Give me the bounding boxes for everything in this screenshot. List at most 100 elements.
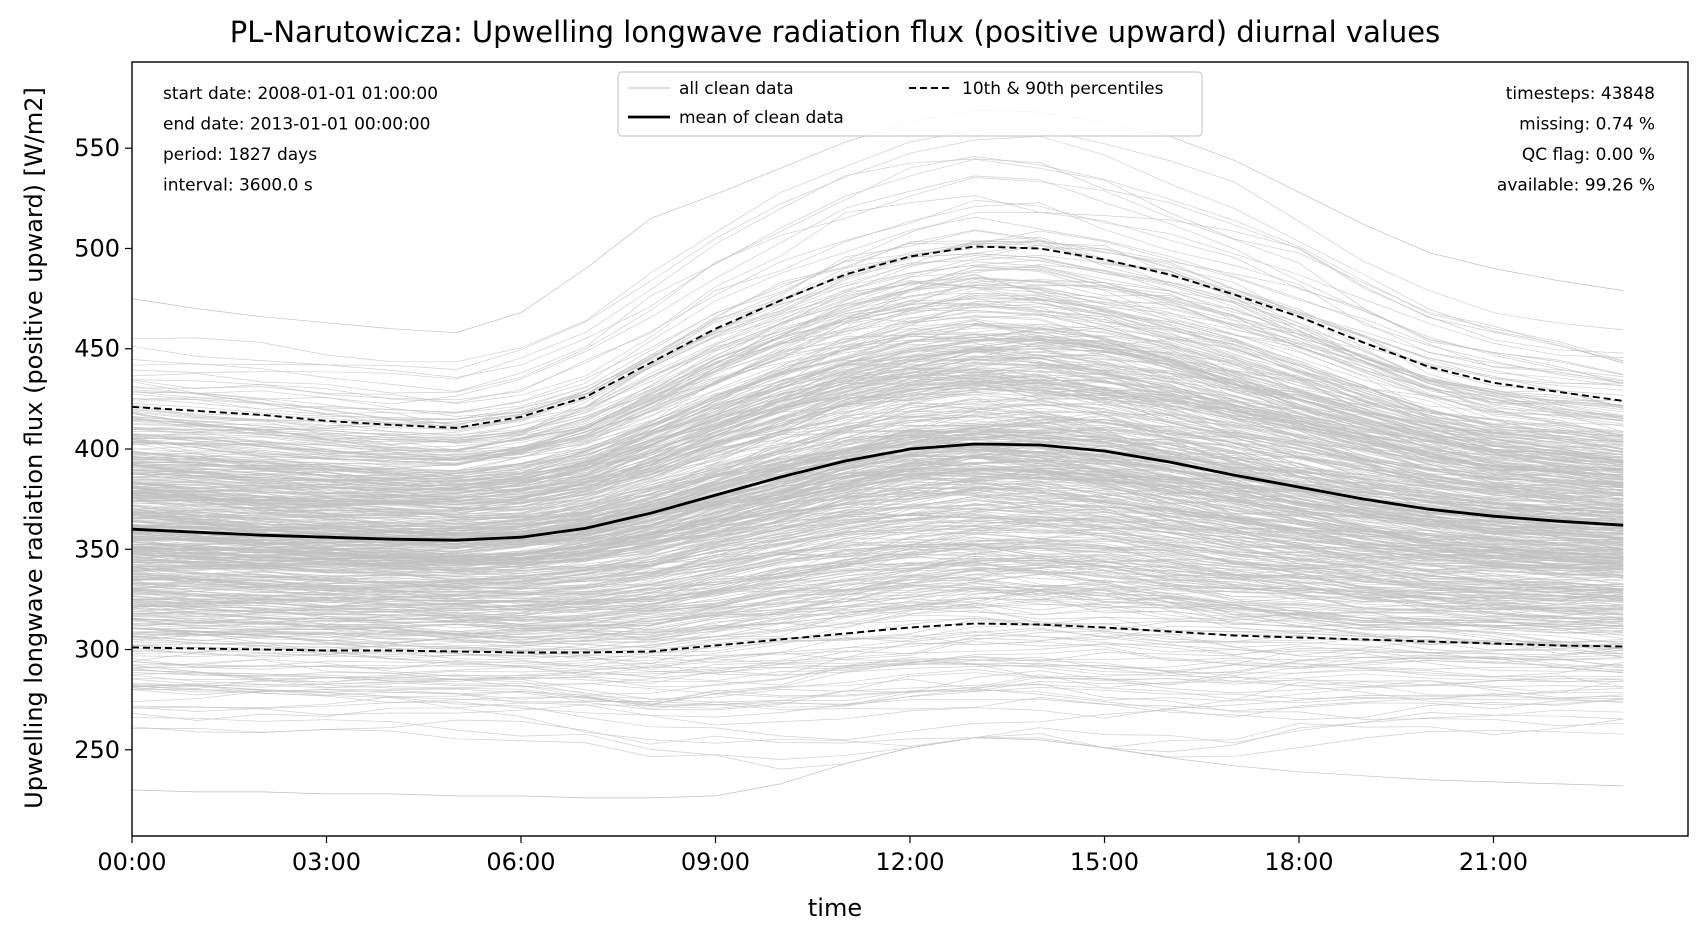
y-axis: 250 300 350 400 450 500 550 [74,134,132,764]
clean-data-line [132,545,1624,611]
clean-data-line [132,460,1624,558]
clean-data-line [132,336,1624,483]
clean-data-line [132,377,1624,509]
clean-data-line [132,158,1624,380]
clean-data-line [132,128,1624,363]
clean-data-line [132,646,1624,676]
clean-data-line [132,459,1624,545]
stats-left-line: end date: 2013-01-01 00:00:00 [163,115,430,135]
clean-data-line [132,656,1624,676]
clean-data-line [132,677,1624,709]
clean-data-line [132,470,1624,568]
clean-data-line [132,627,1624,680]
clean-data-line [132,586,1624,642]
clean-data-line [132,584,1624,644]
clean-data-line [132,586,1624,644]
clean-data-line [132,476,1624,568]
y-tick-label: 400 [74,435,120,463]
clean-data-line [132,569,1624,636]
clean-data-line [132,641,1624,677]
clean-data-line [132,264,1624,452]
clean-data-line [132,199,1624,403]
clean-data-line [132,513,1624,591]
clean-data-line [132,443,1624,555]
clean-data-line [132,400,1624,524]
clean-data-line [132,347,1624,491]
clean-data-line [132,264,1624,444]
clean-data-line [132,660,1624,698]
stats-right-line: available: 99.26 % [1497,176,1655,196]
clean-data-line [132,387,1624,517]
clean-data-line [132,177,1624,394]
series-layer [131,245,1624,654]
clean-data-line [132,718,1624,749]
y-tick-label: 300 [74,636,120,664]
clean-data-line [132,560,1624,629]
clean-data-line [132,468,1624,576]
clean-data-line [132,460,1624,551]
clean-data-line [132,616,1624,670]
y-tick-label: 250 [74,736,120,764]
x-axis-label: time [808,894,862,922]
clean-data-line [132,641,1624,684]
clean-data-line [132,589,1624,645]
clean-data-line [132,727,1624,760]
y-tick-label: 500 [74,234,120,262]
clean-data-line [132,585,1624,643]
clean-data-line [132,468,1624,564]
clean-data-line [132,386,1624,505]
clean-data-line [132,672,1624,710]
clean-data-line [132,337,1624,483]
clean-data-line [132,559,1624,619]
clean-data-line [132,254,1624,438]
clean-data-line [132,543,1624,623]
clean-data-line [132,325,1624,460]
clean-data-line [132,476,1624,562]
clean-data-line [132,411,1624,512]
clean-data-line [132,557,1624,614]
clean-data-line [132,514,1624,571]
legend-box [617,71,1203,137]
clean-data-line [132,296,1624,451]
clean-data-line [132,669,1624,705]
clean-data-line [132,293,1624,461]
clean-data-line [132,491,1624,569]
clean-data-line [132,265,1624,441]
clean-data-line [132,654,1624,686]
x-tick-label: 12:00 [875,848,944,876]
clean-data-line [132,436,1624,543]
clean-data-line [132,541,1624,612]
clean-data-line [132,323,1624,478]
clean-data-line [132,380,1624,487]
x-tick-label: 06:00 [486,848,555,876]
clean-data-line [132,648,1624,703]
legend: all clean data mean of clean data 10th & 9… [617,71,1203,137]
clean-data-line [132,407,1624,525]
y-tick-label: 450 [74,335,120,363]
clean-data-line [132,537,1624,597]
clean-data-line [132,518,1624,607]
clean-data-line [132,296,1624,460]
clean-data-line [132,667,1624,711]
clean-data-line [132,696,1624,741]
clean-data-line [132,300,1624,462]
clean-data-line [132,354,1624,501]
clean-data-line [132,555,1624,605]
clean-data-line [132,328,1624,475]
clean-data-line [132,354,1624,491]
clean-data-line [132,345,1624,491]
clean-data-line [132,277,1624,458]
clean-data-line [132,284,1624,439]
clean-data-line [132,447,1624,554]
clean-data-line [132,649,1624,683]
clean-data-line [132,657,1624,695]
x-tick-label: 09:00 [681,848,750,876]
stats-left-line: start date: 2008-01-01 01:00:00 [163,84,438,104]
clean-data-line [132,338,1624,471]
clean-data-line [132,555,1624,635]
clean-data-line [132,672,1624,705]
clean-data-line [132,347,1624,494]
clean-data-line [132,500,1624,585]
clean-data-line [132,618,1624,658]
